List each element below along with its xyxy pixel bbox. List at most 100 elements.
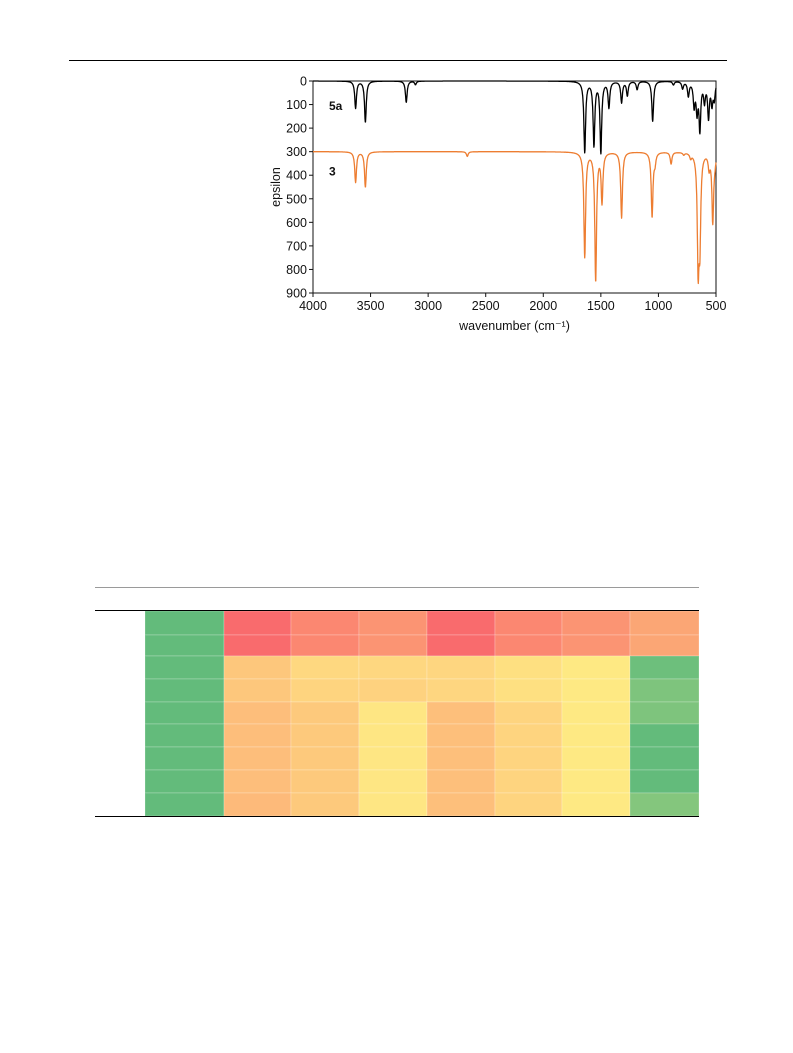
- heatmap-cell: [223, 634, 292, 657]
- spectrum-line-5a: [312, 80, 717, 155]
- x-tick-label: 4000: [299, 299, 327, 313]
- heatmap-cell: [494, 769, 563, 794]
- heatmap-cell: [223, 792, 292, 816]
- y-tick-label: 300: [286, 145, 307, 159]
- ir-spectrum-chart: 4000 3500 3000 2500 2000 1500 1000 500010020030…: [269, 75, 726, 334]
- chart-axes: [309, 80, 717, 297]
- heatmap-cell: [145, 723, 225, 748]
- heatmap-cell: [561, 678, 631, 703]
- y-tick-label: 700: [286, 239, 307, 253]
- heatmap-cell: [290, 723, 360, 748]
- heatmap-cell: [358, 611, 428, 636]
- heatmap-cell: [290, 792, 360, 816]
- heatmap-cell: [223, 746, 292, 771]
- x-tick-label: 3500: [357, 299, 385, 313]
- heatmap-cell: [629, 792, 699, 816]
- heatmap-cell: [145, 678, 225, 703]
- heatmap-cell: [561, 792, 631, 816]
- y-tick-label: 500: [286, 192, 307, 206]
- heatmap-cell: [426, 655, 496, 680]
- x-axis-label: wavenumber (cm⁻¹): [458, 319, 570, 333]
- table-bottom-rule: [95, 816, 699, 817]
- heatmap-cell: [629, 769, 699, 794]
- heatmap-cell: [290, 611, 360, 636]
- y-tick-label: 100: [286, 98, 307, 112]
- heatmap-cell: [426, 769, 496, 794]
- heatmap-cell: [561, 634, 631, 657]
- heatmap-cell: [223, 655, 292, 680]
- heatmap-cell: [426, 634, 496, 657]
- heatmap-cell: [561, 769, 631, 794]
- y-axis-label: epsilon: [269, 167, 283, 207]
- heatmap-cell: [223, 769, 292, 794]
- heatmap-cell: [561, 655, 631, 680]
- heatmap-cell: [494, 634, 563, 657]
- heatmap-cell: [358, 678, 428, 703]
- heatmap-cell: [494, 678, 563, 703]
- heatmap-cell: [358, 792, 428, 816]
- x-tick-label: 3000: [414, 299, 442, 313]
- heatmap-cell: [358, 634, 428, 657]
- heatmap-cell: [494, 746, 563, 771]
- heatmap-grid: [145, 611, 699, 816]
- heatmap-cell: [629, 701, 699, 725]
- heatmap-cell: [358, 701, 428, 725]
- table-header-rule: [95, 610, 699, 611]
- chart-labels: 4000 3500 3000 2500 2000 1500 1000 500010020030…: [269, 75, 726, 334]
- heatmap-cell: [494, 723, 563, 748]
- y-tick-label: 900: [286, 287, 307, 301]
- heatmap-cell: [145, 611, 225, 636]
- x-tick-label: 2500: [472, 299, 500, 313]
- heatmap-cell: [426, 611, 496, 636]
- heatmap-cell: [358, 746, 428, 771]
- heatmap-cell: [494, 701, 563, 725]
- heatmap-cell: [223, 678, 292, 703]
- heatmap-cell: [494, 655, 563, 680]
- chart-series: [312, 80, 717, 285]
- series-label-5a: 5a: [329, 99, 343, 113]
- series-label-3: 3: [329, 165, 336, 179]
- heatmap-cell: [145, 746, 225, 771]
- heatmap-cell: [223, 701, 292, 725]
- plot-frame: [312, 80, 717, 294]
- heatmap-cell: [426, 701, 496, 725]
- heatmap-cell: [494, 792, 563, 816]
- x-tick-label: 1000: [645, 299, 673, 313]
- heatmap-cell: [358, 723, 428, 748]
- heatmap-cell: [290, 634, 360, 657]
- heatmap-cell: [561, 611, 631, 636]
- heatmap-cell: [290, 701, 360, 725]
- heatmap-cell: [223, 723, 292, 748]
- heatmap-cell: [290, 655, 360, 680]
- heatmap-cell: [561, 746, 631, 771]
- heatmap-cell: [145, 769, 225, 794]
- table-top-rule: [95, 587, 699, 588]
- spectrum-line-3: [312, 151, 717, 285]
- heatmap-cell: [426, 792, 496, 816]
- heatmap-cell: [629, 723, 699, 748]
- heatmap-cell: [629, 634, 699, 657]
- heatmap-table: [95, 587, 699, 817]
- heatmap-cell: [145, 634, 225, 657]
- heatmap-cell: [629, 678, 699, 703]
- heatmap-cell: [426, 678, 496, 703]
- heatmap-cell: [290, 769, 360, 794]
- heatmap-cell: [629, 746, 699, 771]
- heatmap-cell: [145, 655, 225, 680]
- y-tick-label: 800: [286, 263, 307, 277]
- heatmap-cell: [629, 655, 699, 680]
- heatmap-cell: [145, 701, 225, 725]
- y-tick-label: 200: [286, 122, 307, 136]
- page-header-rule: [69, 60, 727, 61]
- heatmap-cell: [145, 792, 225, 816]
- x-tick-label: 500: [706, 299, 727, 313]
- heatmap-cell: [629, 611, 699, 636]
- heatmap-cell: [561, 701, 631, 725]
- heatmap-cell: [290, 678, 360, 703]
- heatmap-cell: [426, 723, 496, 748]
- heatmap-cell: [494, 611, 563, 636]
- y-tick-label: 400: [286, 169, 307, 183]
- heatmap-cell: [290, 746, 360, 771]
- heatmap-cell: [561, 723, 631, 748]
- y-tick-label: 0: [300, 75, 307, 89]
